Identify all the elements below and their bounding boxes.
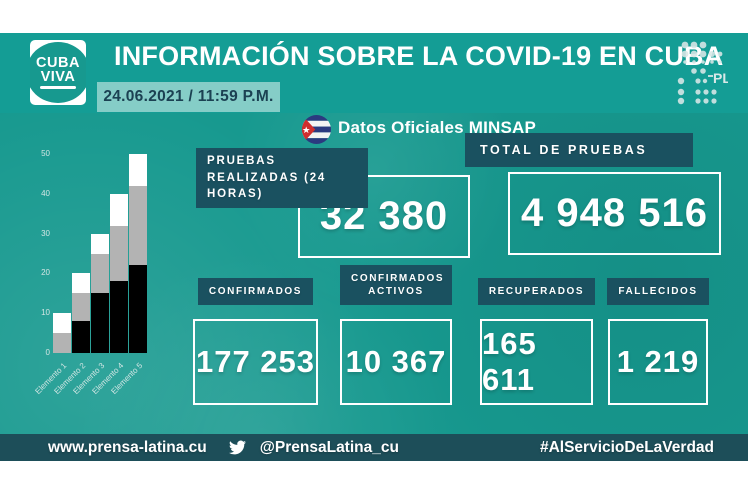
stat-value-confirmados: 177 253 <box>193 319 318 405</box>
pl-initials: PL <box>713 70 728 86</box>
stat-card-fallecidos: FALLECIDOS 1 219 <box>607 261 709 405</box>
stat-label-pruebas-24h: PRUEBAS REALIZADAS (24 HORAS) <box>196 148 368 209</box>
stat-value-confirmados-activos: 10 367 <box>340 319 452 405</box>
stat-value-pruebas-24h: 32 380 <box>298 175 470 258</box>
stacked-bar <box>91 233 109 353</box>
segment-gray <box>129 185 147 266</box>
y-axis-tick-label: 30 <box>41 228 50 238</box>
logo-text-viva: VIVA <box>40 69 76 85</box>
segment-white <box>72 273 90 294</box>
stacked-bar-chart: 0 10 20 30 40 50 Elemento 1 Elemento 2 Elemento … <box>33 147 173 422</box>
stat-card-confirmados-activos: CONFIRMADOS ACTIVOS 10 367 <box>340 261 452 405</box>
segment-white <box>53 313 71 334</box>
cuba-viva-logo-circle: CUBA VIVA <box>30 42 86 103</box>
segment-white <box>110 193 128 226</box>
logo-underline <box>40 86 76 89</box>
prensa-latina-logo-icon: PL <box>676 39 731 112</box>
footer-hashtag: #AlServicioDeLaVerdad <box>539 438 714 456</box>
segment-black <box>110 281 128 353</box>
stacked-bar <box>53 313 71 353</box>
stacked-bar <box>72 273 90 353</box>
stat-card-confirmados: CONFIRMADOS 177 253 <box>193 261 318 405</box>
covid-infographic-poster: CUBA VIVA INFORMACIÓN SOBRE LA COVID-19 … <box>0 33 748 461</box>
segment-gray <box>53 333 71 353</box>
logo-text-cuba: CUBA <box>36 55 80 71</box>
segment-gray <box>72 293 90 322</box>
footer-website: www.prensa-latina.cu <box>48 438 207 456</box>
y-axis-tick-label: 50 <box>41 149 50 158</box>
stat-label-confirmados: CONFIRMADOS <box>197 278 314 305</box>
y-axis-tick-label: 10 <box>41 308 50 318</box>
date-chip: 24.06.2021 / 11:59 P.M. <box>97 82 280 112</box>
segment-white <box>129 154 147 186</box>
stat-value-fallecidos: 1 219 <box>608 319 708 405</box>
stat-card-recuperados: RECUPERADOS 165 611 <box>477 261 596 405</box>
official-source-label: Datos Oficiales MINSAP <box>338 118 537 137</box>
y-axis-tick-label: 20 <box>41 268 50 278</box>
cuba-viva-logo: CUBA VIVA <box>30 40 86 105</box>
footer-bar: www.prensa-latina.cu @PrensaLatina_cu #A… <box>0 434 748 461</box>
segment-gray <box>110 225 128 282</box>
chart-plot-area <box>53 154 148 353</box>
segment-black <box>129 265 147 353</box>
cuba-flag-icon <box>302 115 331 144</box>
stat-label-total-pruebas: TOTAL DE PRUEBAS <box>465 133 693 168</box>
page-title: INFORMACIÓN SOBRE LA COVID-19 EN CUBA <box>114 41 724 71</box>
segment-black <box>91 293 109 353</box>
segment-white <box>91 233 109 254</box>
footer-twitter-handle: @PrensaLatina_cu <box>259 438 399 456</box>
stat-value-total-pruebas: 4 948 516 <box>508 172 721 255</box>
y-axis-tick-label: 0 <box>45 348 50 357</box>
segment-gray <box>91 253 109 294</box>
stat-label-confirmados-activos: CONFIRMADOS ACTIVOS <box>340 265 452 305</box>
stat-value-recuperados: 165 611 <box>480 319 593 405</box>
stat-label-recuperados: RECUPERADOS <box>477 278 596 305</box>
y-axis-tick-label: 40 <box>41 188 50 198</box>
segment-black <box>72 321 90 353</box>
stat-label-fallecidos: FALLECIDOS <box>607 278 709 305</box>
stacked-bar <box>110 193 128 353</box>
stacked-bar <box>129 154 147 353</box>
twitter-bird-icon <box>227 439 248 456</box>
